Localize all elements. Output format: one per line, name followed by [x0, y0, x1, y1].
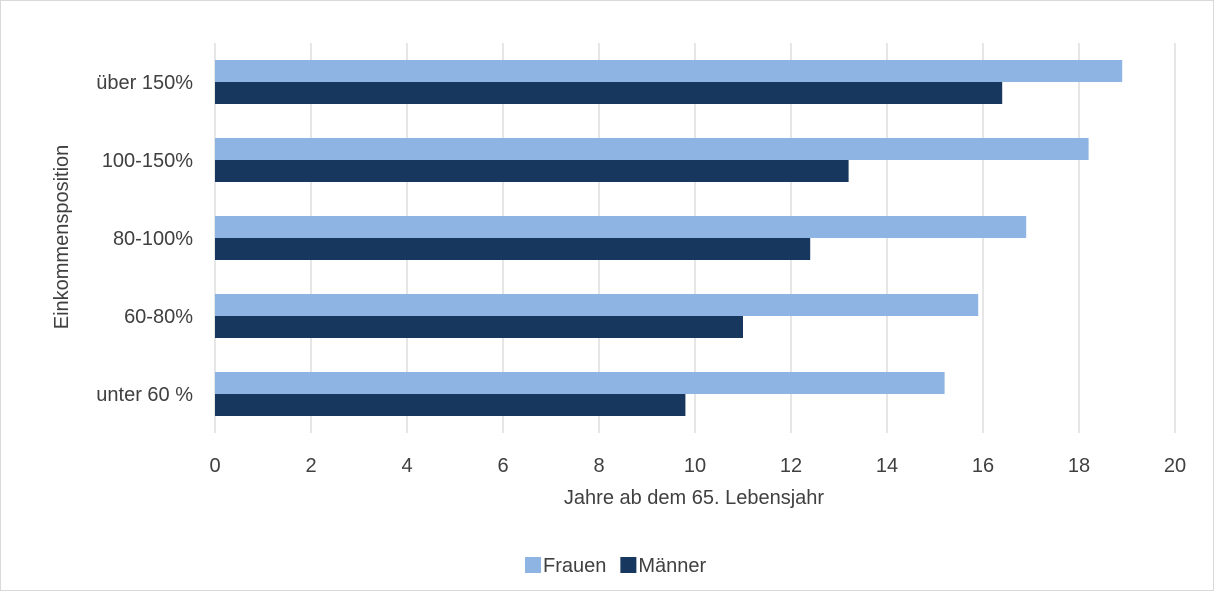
x-tick-label: 6: [497, 455, 508, 477]
bar-m-nner: [215, 238, 811, 260]
x-tick-label: 0: [209, 455, 220, 477]
bar-frauen: [215, 294, 979, 316]
bar-m-nner: [215, 394, 686, 416]
bar-frauen: [215, 60, 1123, 82]
x-axis-title: Jahre ab dem 65. Lebensjahr: [564, 487, 825, 509]
bar-m-nner: [215, 82, 1003, 104]
legend: Frauen Männer: [525, 555, 707, 577]
bar-frauen: [215, 138, 1089, 160]
bars: [215, 60, 1123, 416]
x-tick-label: 16: [972, 455, 994, 477]
x-tick-label: 2: [305, 455, 316, 477]
legend-label: Männer: [638, 555, 706, 577]
x-tick-label: 18: [1068, 455, 1090, 477]
x-tick-label: 10: [684, 455, 706, 477]
legend-swatch: [525, 557, 541, 573]
y-axis-title: Einkommensposition: [51, 145, 73, 330]
legend-swatch: [620, 557, 637, 573]
bar-m-nner: [215, 160, 849, 182]
x-tick-label: 12: [780, 455, 802, 477]
bar-frauen: [215, 372, 945, 394]
x-tick-label: 4: [401, 455, 412, 477]
bar-m-nner: [215, 316, 743, 338]
category-label: 60-80%: [124, 306, 193, 328]
category-label: unter 60 %: [96, 384, 193, 406]
x-tick-label: 14: [876, 455, 898, 477]
bar-frauen: [215, 216, 1027, 238]
legend-label: Frauen: [543, 555, 606, 577]
category-label: über 150%: [96, 72, 193, 94]
x-tick-label: 8: [593, 455, 604, 477]
category-label: 100-150%: [102, 150, 193, 172]
category-label: 80-100%: [113, 228, 193, 250]
x-tick-labels: 0 2 4 6 8 10 12 14 16 18 20: [209, 455, 1186, 477]
category-labels: unter 60 % 60-80% 80-100% 100-150% über 150%: [96, 72, 193, 406]
x-tick-label: 20: [1164, 455, 1186, 477]
